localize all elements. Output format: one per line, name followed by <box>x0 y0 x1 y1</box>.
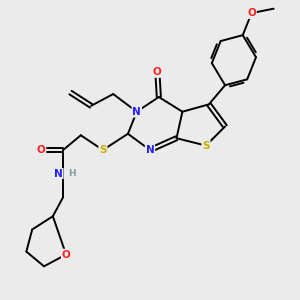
Text: O: O <box>37 145 45 155</box>
Text: O: O <box>62 250 70 260</box>
Text: N: N <box>146 145 154 155</box>
Text: O: O <box>247 8 256 18</box>
Text: N: N <box>132 107 141 117</box>
Text: H: H <box>68 169 76 178</box>
Text: N: N <box>54 169 63 178</box>
Text: S: S <box>99 145 106 155</box>
Text: O: O <box>153 67 162 77</box>
Text: S: S <box>202 141 210 151</box>
